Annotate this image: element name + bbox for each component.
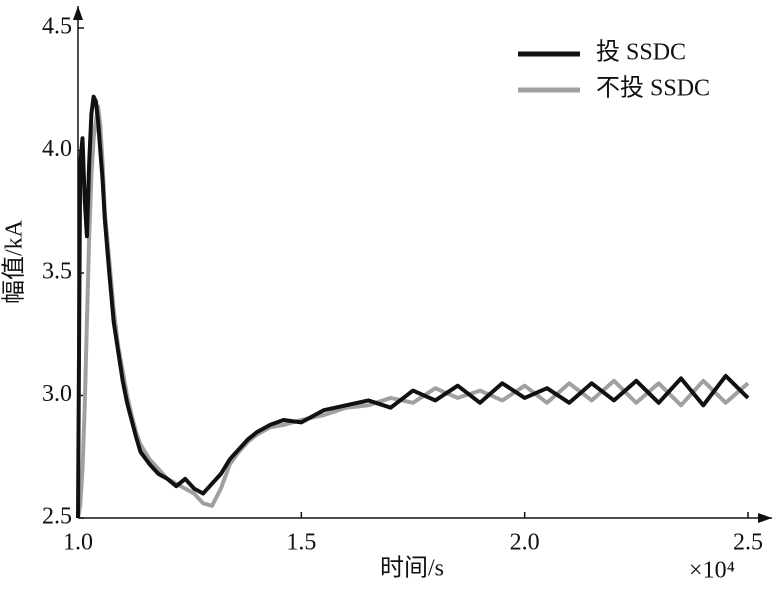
legend-label: 投 SSDC <box>596 39 686 66</box>
x-tick-label: 2.0 <box>510 530 540 556</box>
x-tick-label: 2.5 <box>733 530 763 556</box>
data-line <box>76 104 750 519</box>
y-tick-label: 4.0 <box>42 136 72 162</box>
y-tick-label: 4.5 <box>42 14 72 40</box>
y-tick-label: 3.5 <box>42 259 72 285</box>
y-tick-label: 3.0 <box>42 381 72 407</box>
x-axis-arrow <box>758 513 772 523</box>
y-tick-label: 2.5 <box>42 504 72 530</box>
x-tick-label: 1.5 <box>286 530 316 556</box>
data-line <box>76 94 750 519</box>
x-tick-label: 1.0 <box>63 530 93 556</box>
y-axis-arrow <box>73 6 83 20</box>
y-axis-label: 幅值/kA <box>1 219 28 304</box>
x-axis-label: 时间/s <box>380 555 444 582</box>
legend-label: 不投 SSDC <box>596 75 710 102</box>
x-multiplier: ×10⁴ <box>689 558 735 584</box>
